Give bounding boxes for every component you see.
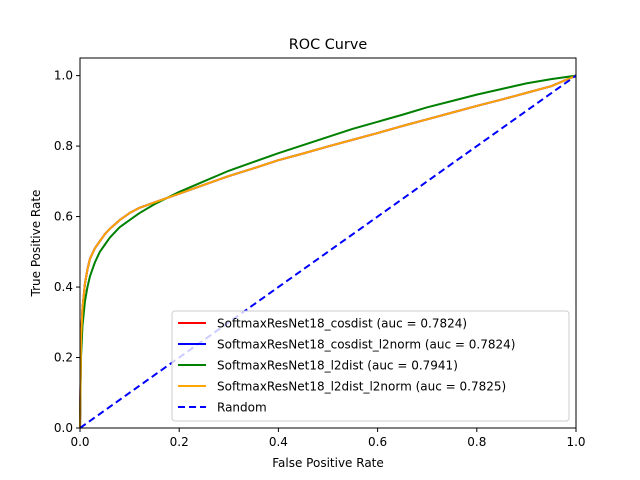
x-tick-label: 0.4 (269, 435, 288, 449)
series-line-5 (79, 74, 577, 429)
plot-frame (79, 57, 577, 429)
x-tick-label: 0.6 (368, 435, 387, 449)
y-axis: 0.0 0.2 0.4 0.6 0.8 1.0 (54, 69, 80, 435)
y-tick-label: 0.8 (54, 139, 73, 153)
x-tick-label: 0.2 (170, 435, 189, 449)
y-tick-label: 0.4 (54, 280, 73, 294)
legend-label: SoftmaxResNet18_cosdist (auc = 0.7824) (217, 317, 467, 331)
legend: SoftmaxResNet18_cosdist (auc = 0.7824) So… (171, 310, 570, 422)
x-axis-label: False Positive Rate (272, 456, 384, 470)
legend-label: SoftmaxResNet18_l2dist (auc = 0.7941) (217, 359, 458, 373)
series-layer (79, 74, 577, 429)
chart-title: ROC Curve (289, 37, 368, 53)
y-tick-label: 1.0 (54, 69, 73, 83)
legend-label: SoftmaxResNet18_l2dist_l2norm (auc = 0.7… (217, 380, 506, 394)
y-tick-label: 0.6 (54, 210, 73, 224)
series-line-3 (79, 74, 577, 429)
legend-label: Random (217, 401, 267, 415)
x-tick-label: 1.0 (566, 435, 585, 449)
legend-box (171, 310, 570, 422)
legend-label: SoftmaxResNet18_cosdist_l2norm (auc = 0.… (217, 338, 515, 352)
x-tick-label: 0.0 (70, 435, 89, 449)
y-axis-label: True Positive Rate (29, 190, 43, 298)
y-tick-label: 0.0 (54, 421, 73, 435)
x-axis: 0.0 0.2 0.4 0.6 0.8 1.0 (70, 428, 586, 449)
y-tick-label: 0.2 (54, 351, 73, 365)
series-line-4 (79, 74, 577, 429)
x-tick-label: 0.8 (467, 435, 486, 449)
